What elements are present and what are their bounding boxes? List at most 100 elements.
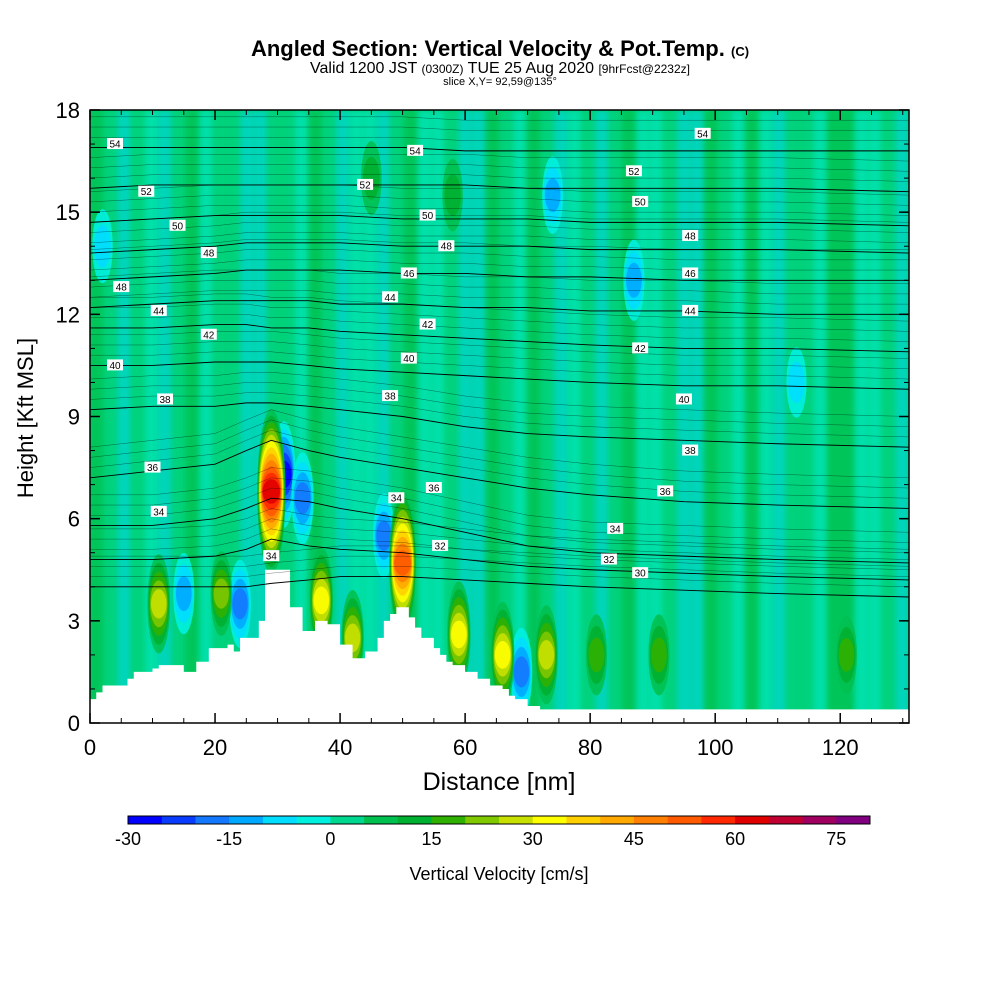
isentrope-minor	[90, 382, 909, 427]
contour-label-box	[675, 393, 692, 405]
isentrope-minor	[90, 164, 909, 172]
contour-label: 46	[682, 267, 699, 280]
contour-label: 48	[682, 230, 699, 243]
contour-label-box	[607, 522, 624, 534]
colorbar-tick-label: 0	[325, 829, 335, 849]
contour-label: 42	[200, 328, 217, 341]
isentrope-minor	[90, 314, 909, 342]
isentrope-minor	[90, 232, 909, 244]
contour-label-text: 38	[385, 392, 397, 403]
velocity-band	[758, 110, 773, 723]
updraft-cell	[313, 586, 330, 615]
velocity-band	[335, 110, 350, 723]
isentrope-54	[90, 147, 909, 152]
isentrope-48	[90, 242, 909, 254]
contour-label: 36	[425, 482, 442, 495]
isentrope-minor	[90, 545, 909, 567]
downdraft-cell	[294, 482, 311, 515]
isentrope-minor	[90, 566, 909, 588]
isentrope-minor	[90, 351, 909, 380]
contour-label: 38	[682, 444, 699, 457]
colorbar-segment	[262, 816, 298, 824]
updraft-cell	[151, 589, 167, 619]
velocity-band	[868, 110, 883, 723]
downdraft-cell	[175, 576, 192, 612]
contour-label-box	[382, 291, 399, 303]
x-tick-label: 120	[822, 735, 859, 760]
velocity-band	[799, 110, 814, 723]
contour-label: 36	[657, 485, 674, 498]
contour-label: 46	[400, 267, 417, 280]
contour-label: 40	[675, 393, 692, 406]
isentrope-minor	[90, 174, 909, 182]
contour-label-box	[682, 230, 699, 242]
contour-label-text: 42	[635, 344, 647, 355]
contour-label-text: 34	[610, 524, 622, 535]
y-tick-label: 18	[56, 98, 80, 123]
velocity-band	[840, 110, 855, 723]
contour-label: 52	[138, 185, 155, 198]
isentrope-minor	[90, 293, 909, 322]
downdraft-cell	[513, 656, 530, 688]
contour-label-box	[682, 444, 699, 456]
downdraft-cell	[544, 178, 561, 213]
contour-label-text: 34	[391, 494, 403, 505]
isentrope-minor	[90, 392, 909, 438]
contour-label: 40	[107, 359, 124, 372]
chart-title: Angled Section: Vertical Velocity & Pot.…	[0, 36, 1000, 62]
contour-label-text: 36	[428, 484, 440, 495]
colorbar-segment	[532, 816, 567, 824]
contour-label: 44	[682, 304, 699, 317]
isentrope-minor	[90, 419, 909, 489]
colorbar-segment	[633, 816, 669, 824]
isentrope-minor	[90, 331, 909, 359]
contour-label: 48	[438, 240, 455, 253]
velocity-band	[704, 110, 719, 723]
contour-label: 52	[357, 178, 374, 191]
velocity-band	[199, 110, 214, 723]
contour-label: 44	[382, 291, 399, 304]
terrain-profile	[90, 569, 909, 723]
contour-label-text: 38	[685, 446, 697, 457]
contour-label: 34	[150, 505, 167, 518]
velocity-band	[881, 110, 896, 723]
potential-temperature-contours	[90, 116, 909, 598]
contour-label-text: 54	[109, 140, 121, 151]
velocity-band	[649, 110, 664, 723]
x-tick-label: 40	[328, 735, 352, 760]
velocity-band	[717, 110, 733, 723]
isentrope-44	[90, 300, 909, 315]
colorbar-segment	[161, 816, 196, 824]
colorbar-segment	[431, 816, 466, 824]
velocity-band	[745, 110, 760, 723]
isentrope-minor	[90, 116, 909, 121]
colorbar-tick-label: 75	[826, 829, 846, 849]
colorbar-segment	[768, 816, 803, 824]
contour-label: 32	[600, 553, 617, 566]
y-tick-label: 6	[68, 507, 80, 532]
contour-label-text: 52	[628, 167, 640, 178]
contour-label-box	[150, 505, 167, 517]
y-tick-label: 9	[68, 405, 80, 430]
contour-label-text: 42	[422, 320, 434, 331]
isentrope-minor	[90, 126, 909, 131]
contour-label-box	[113, 281, 130, 293]
contour-label: 50	[169, 219, 186, 232]
contour-label-text: 34	[266, 552, 278, 563]
contour-label-box	[107, 359, 124, 371]
contour-label: 54	[107, 138, 124, 151]
colorbar-segment	[802, 816, 837, 824]
contour-label-box	[694, 127, 711, 139]
contour-label-box	[419, 209, 436, 221]
chart-title-units: (C)	[731, 44, 750, 59]
vertical-velocity-field	[90, 110, 909, 723]
updraft-cell	[538, 640, 555, 670]
colorbar-segment	[701, 816, 736, 824]
x-tick-label: 80	[578, 735, 602, 760]
contour-label-box	[400, 352, 417, 364]
contour-label-text: 44	[153, 306, 165, 317]
contour-label-text: 40	[678, 395, 690, 406]
contour-label-box	[632, 342, 649, 354]
subtitle-forecast: [9hrFcst@2232z]	[598, 62, 690, 76]
